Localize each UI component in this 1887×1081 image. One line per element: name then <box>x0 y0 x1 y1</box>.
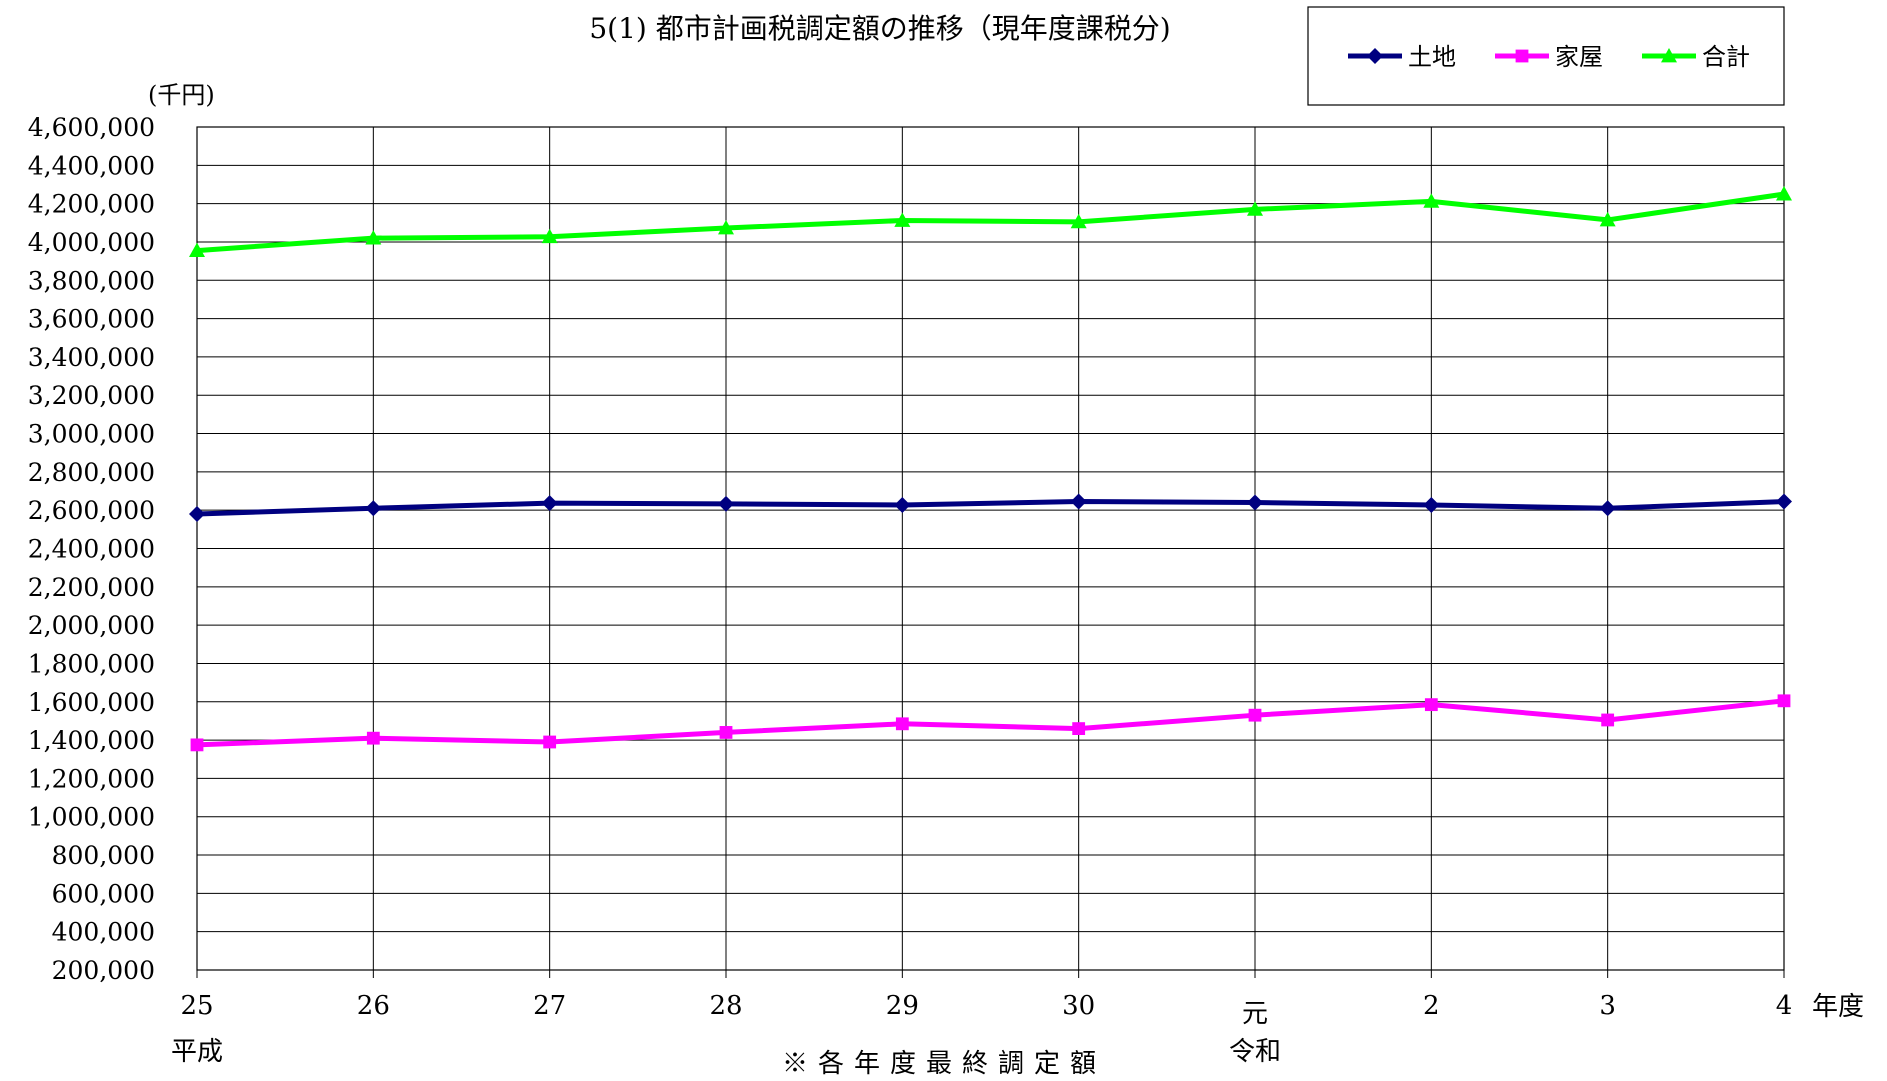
y-tick-label: 2,600,000 <box>28 496 155 525</box>
y-tick-label: 200,000 <box>52 956 155 985</box>
data-point <box>1516 50 1529 63</box>
data-point <box>1776 494 1792 510</box>
y-tick-label: 1,200,000 <box>28 764 155 793</box>
y-tick-label: 800,000 <box>52 841 155 870</box>
x-axis-tick-labels: 25 26 27 28 29 30 元 2 3 4 <box>180 991 1792 1029</box>
series-line <box>197 701 1784 745</box>
y-tick-label: 2,400,000 <box>28 535 155 564</box>
data-point <box>1425 698 1438 711</box>
y-tick-label: 3,200,000 <box>28 381 155 410</box>
y-tick-label: 3,800,000 <box>28 266 155 295</box>
series-土地 <box>189 494 1792 522</box>
data-point <box>1600 500 1616 516</box>
data-point <box>1778 694 1791 707</box>
legend-label: 家屋 <box>1555 43 1603 71</box>
data-point <box>191 738 204 751</box>
data-point <box>189 506 205 522</box>
era-label: 平成 <box>171 1037 223 1067</box>
series-合計 <box>189 186 1792 257</box>
plot-area <box>189 186 1792 751</box>
y-tick-label: 2,000,000 <box>28 611 155 640</box>
legend-label: 合計 <box>1702 43 1750 71</box>
x-axis-label: 年度 <box>1812 992 1864 1022</box>
y-tick-label: 1,800,000 <box>28 649 155 678</box>
y-tick-label: 3,400,000 <box>28 343 155 372</box>
y-tick-label: 4,000,000 <box>28 228 155 257</box>
data-point <box>1247 495 1263 511</box>
x-tick-label: 4 <box>1776 991 1793 1021</box>
data-point <box>718 496 734 512</box>
footnote: ※各年度最終調定額 <box>782 1049 1106 1079</box>
x-tick-label: 30 <box>1062 991 1095 1021</box>
data-point <box>1601 714 1614 727</box>
series-line <box>197 502 1784 514</box>
legend: 土地 家屋 合計 <box>1308 7 1784 105</box>
y-tick-label: 600,000 <box>52 879 155 908</box>
data-point <box>720 726 733 739</box>
y-tick-label: 2,200,000 <box>28 573 155 602</box>
y-tick-label: 1,000,000 <box>28 803 155 832</box>
data-point <box>1071 494 1087 510</box>
gridlines <box>197 127 1784 978</box>
x-tick-label: 3 <box>1599 991 1616 1021</box>
y-tick-label: 1,600,000 <box>28 688 155 717</box>
data-point <box>365 500 381 516</box>
y-tick-label: 3,000,000 <box>28 420 155 449</box>
x-tick-label: 25 <box>180 991 213 1021</box>
era-labels: 平成 令和 <box>171 1037 1281 1067</box>
x-tick-label: 29 <box>886 991 919 1021</box>
y-axis-unit-label: (千円) <box>148 81 215 109</box>
x-tick-label: 元 <box>1242 999 1268 1029</box>
data-point <box>542 495 558 511</box>
data-point <box>543 736 556 749</box>
era-label: 令和 <box>1229 1037 1281 1067</box>
y-axis-tick-labels: 4,600,000 4,400,000 4,200,000 4,000,000 3,80… <box>28 113 155 985</box>
y-tick-label: 4,200,000 <box>28 190 155 219</box>
y-tick-label: 400,000 <box>52 918 155 947</box>
y-tick-label: 3,600,000 <box>28 305 155 334</box>
y-tick-label: 1,400,000 <box>28 726 155 755</box>
x-tick-label: 26 <box>357 991 390 1021</box>
data-point <box>896 717 909 730</box>
legend-label: 土地 <box>1408 43 1456 71</box>
data-point <box>1249 709 1262 722</box>
y-tick-label: 4,600,000 <box>28 113 155 142</box>
series-家屋 <box>191 694 1791 751</box>
chart-title: 5(1) 都市計画税調定額の推移（現年度課税分) <box>589 12 1170 45</box>
data-point <box>367 732 380 745</box>
x-tick-label: 27 <box>533 991 566 1021</box>
x-tick-label: 2 <box>1423 991 1440 1021</box>
x-tick-label: 28 <box>709 991 742 1021</box>
y-tick-label: 4,400,000 <box>28 151 155 180</box>
data-point <box>1072 722 1085 735</box>
y-tick-label: 2,800,000 <box>28 458 155 487</box>
